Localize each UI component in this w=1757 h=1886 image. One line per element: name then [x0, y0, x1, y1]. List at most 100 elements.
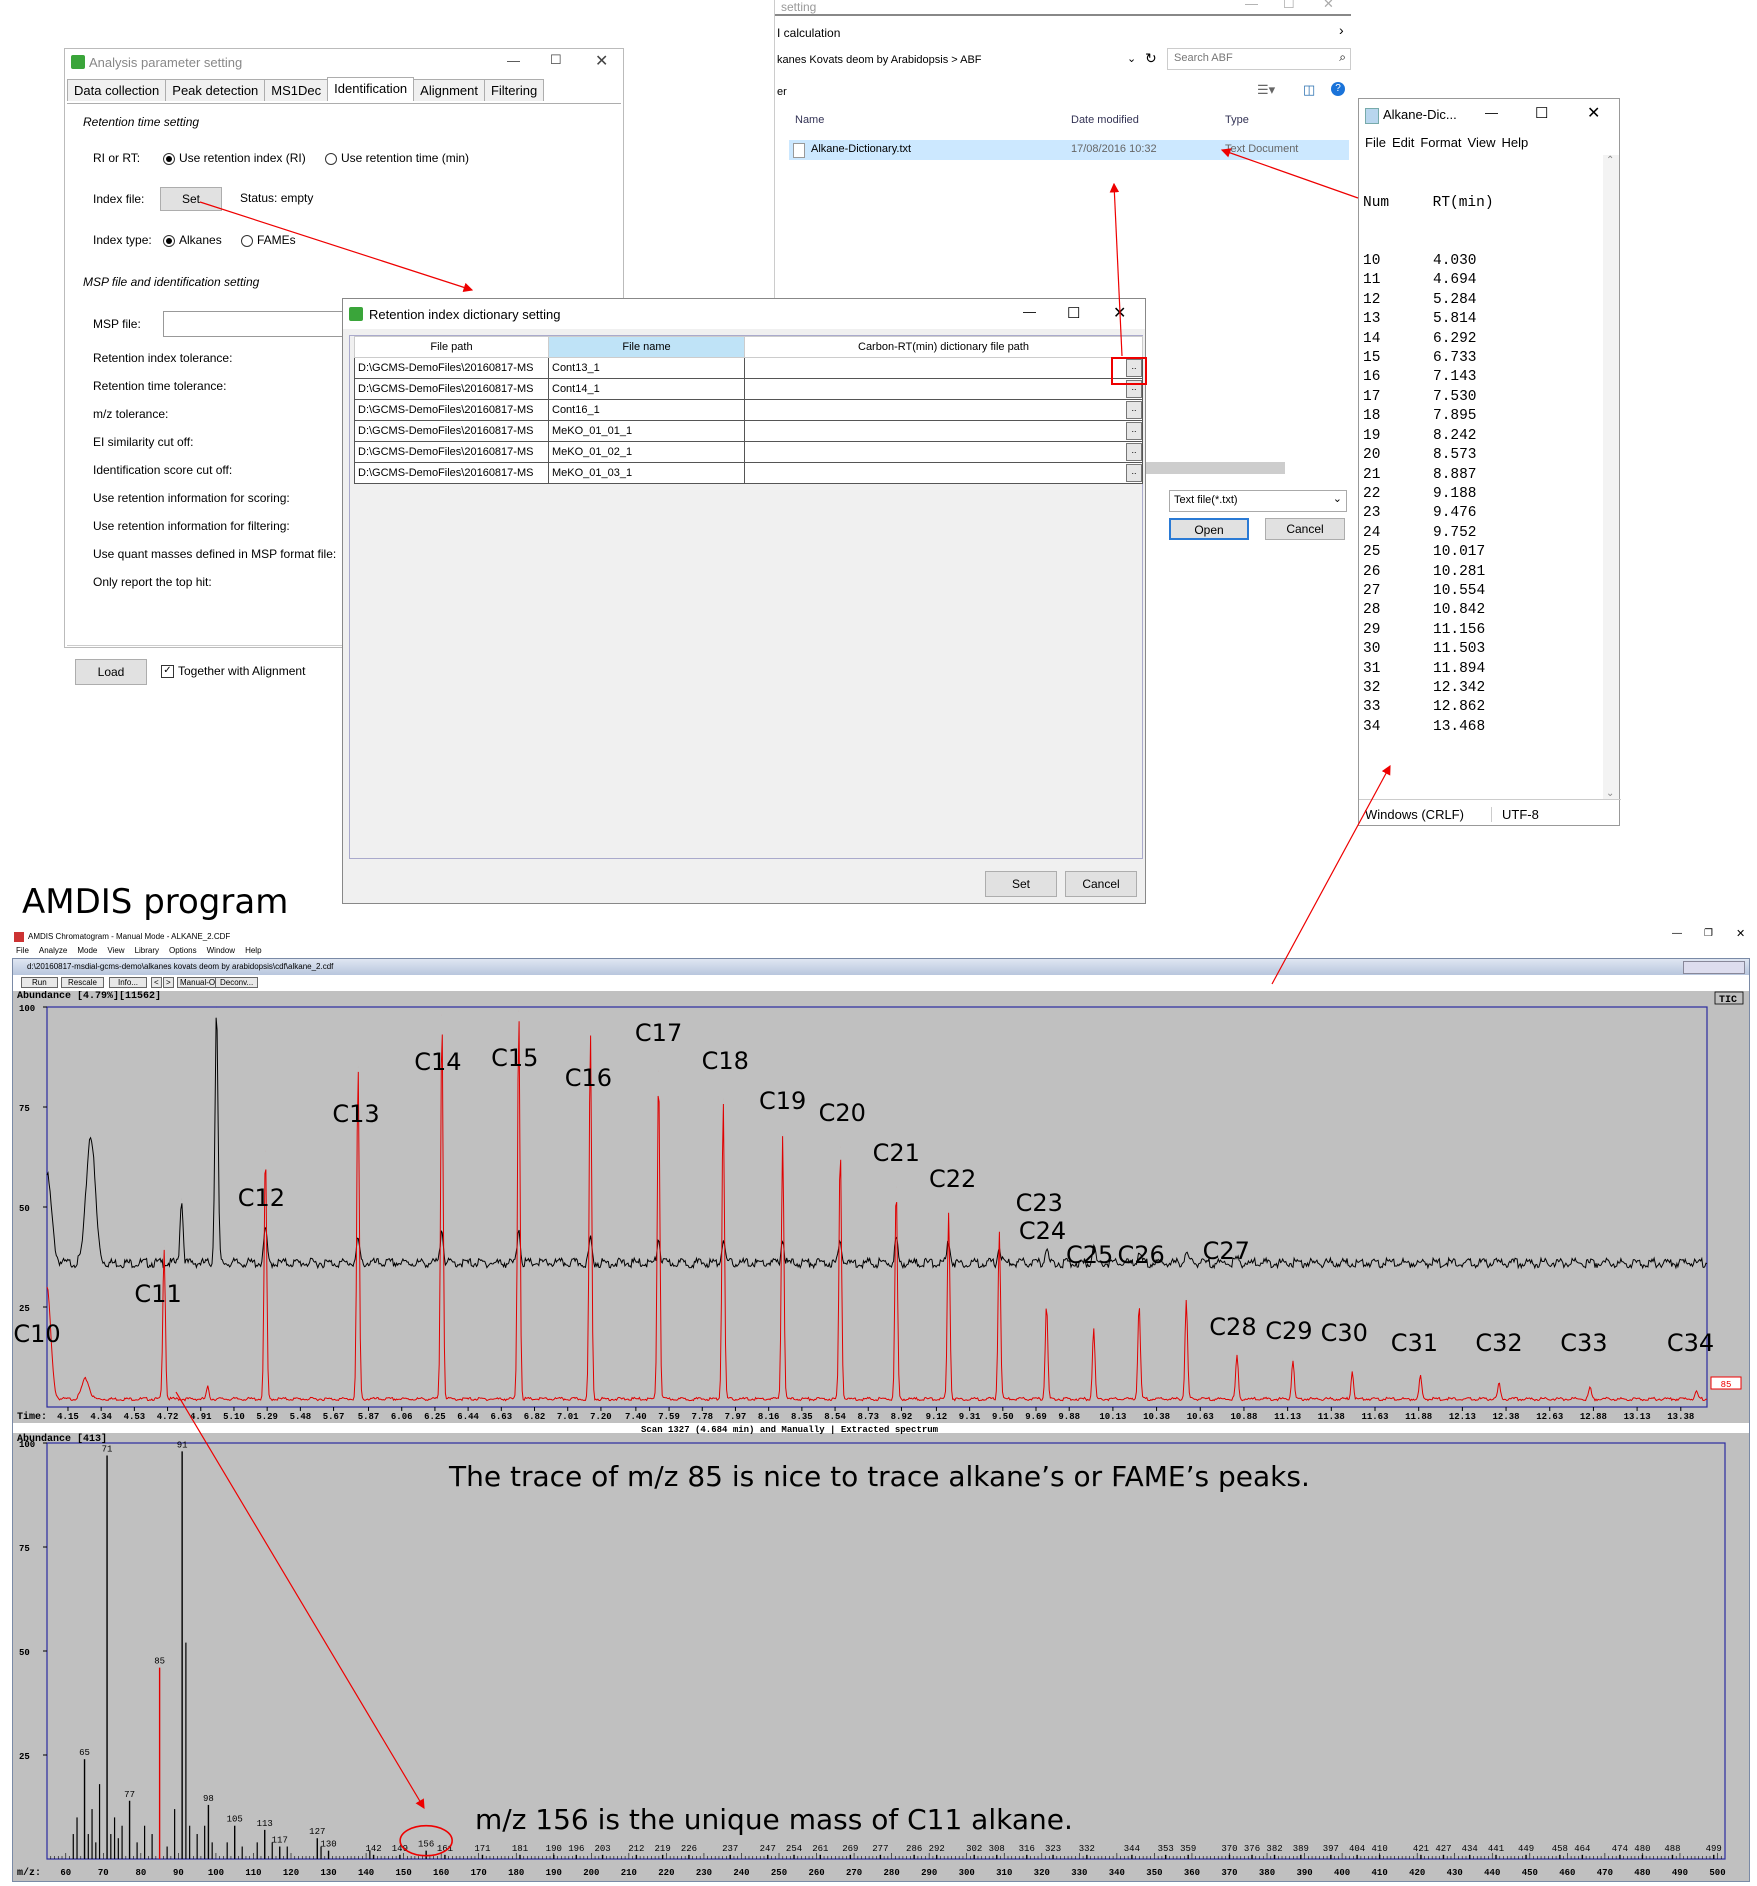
- horizontal-scrollbar[interactable]: [1145, 462, 1285, 474]
- menu-library[interactable]: Library: [134, 946, 160, 955]
- close-icon[interactable]: ✕: [1113, 305, 1127, 322]
- menu-edit[interactable]: Edit: [1391, 135, 1415, 150]
- prev-button[interactable]: <: [151, 977, 162, 988]
- alkanes-radio[interactable]: Alkanes: [163, 233, 222, 247]
- minimize-icon[interactable]: —: [1485, 105, 1498, 120]
- ri-row-path[interactable]: D:\GCMS-DemoFiles\20160817-MS: [354, 420, 549, 442]
- amdis-chart-area[interactable]: Abundance [4.79%][11562] TIC 100 75 50 25 Time…: [13, 991, 1749, 1881]
- minimize-icon[interactable]: —: [1023, 304, 1036, 319]
- help-icon[interactable]: ?: [1331, 82, 1345, 96]
- chevron-down-icon[interactable]: ⌄: [1127, 53, 1137, 65]
- ri-row-path[interactable]: D:\GCMS-DemoFiles\20160817-MS: [354, 441, 549, 463]
- maximize-icon[interactable]: ☐: [550, 52, 562, 67]
- menu-format[interactable]: Format: [1420, 135, 1462, 150]
- minimize-icon[interactable]: —: [507, 53, 520, 68]
- menu-file[interactable]: File: [16, 946, 29, 955]
- ri-row-dict-path[interactable]: ..: [744, 357, 1143, 379]
- col-file-name[interactable]: File name: [548, 336, 745, 358]
- ri-table-row[interactable]: D:\GCMS-DemoFiles\20160817-MS Cont16_1..: [354, 399, 1143, 421]
- ri-row-name[interactable]: Cont13_1: [548, 357, 745, 379]
- maximize-icon[interactable]: ☐: [1283, 0, 1295, 11]
- deconv-button[interactable]: Deconv...: [215, 977, 259, 988]
- preview-pane-icon[interactable]: ◫: [1303, 82, 1316, 97]
- use-ri-radio[interactable]: Use retention index (RI): [163, 151, 306, 165]
- menu-help[interactable]: Help: [1501, 135, 1529, 150]
- browse-button[interactable]: ..: [1126, 401, 1142, 419]
- ri-row-dict-path[interactable]: ..: [744, 378, 1143, 400]
- minimize-icon[interactable]: —: [1245, 0, 1258, 11]
- tab-ms1dec[interactable]: MS1Dec: [264, 79, 329, 101]
- refresh-icon[interactable]: ↻: [1145, 50, 1157, 66]
- menu-mode[interactable]: Mode: [77, 946, 98, 955]
- col-dict-path[interactable]: Carbon-RT(min) dictionary file path: [744, 336, 1143, 358]
- maximize-icon[interactable]: ☐: [1535, 105, 1549, 122]
- search-input[interactable]: Search ABF ⌕: [1167, 48, 1351, 70]
- browse-button[interactable]: ..: [1126, 443, 1142, 461]
- fames-radio[interactable]: FAMEs: [241, 233, 296, 247]
- ri-row-dict-path[interactable]: ..: [744, 441, 1143, 463]
- ri-set-button[interactable]: Set: [985, 871, 1057, 897]
- ri-row-name[interactable]: Cont16_1: [548, 399, 745, 421]
- ri-row-path[interactable]: D:\GCMS-DemoFiles\20160817-MS: [354, 399, 549, 421]
- ri-row-path[interactable]: D:\GCMS-DemoFiles\20160817-MS: [354, 378, 549, 400]
- browse-button[interactable]: ..: [1126, 359, 1142, 377]
- browse-button[interactable]: ..: [1126, 422, 1142, 440]
- tab-peak-detection[interactable]: Peak detection: [165, 79, 266, 101]
- breadcrumb[interactable]: kanes Kovats deom by Arabidopsis > ABF: [777, 54, 982, 66]
- restore-icon[interactable]: ❐: [1704, 928, 1713, 939]
- open-button[interactable]: Open: [1169, 518, 1249, 540]
- tab-filtering[interactable]: Filtering: [483, 79, 545, 101]
- col-file-path[interactable]: File path: [354, 336, 549, 358]
- ri-row-dict-path[interactable]: ..: [744, 462, 1143, 484]
- ri-table-row[interactable]: D:\GCMS-DemoFiles\20160817-MS MeKO_01_01_…: [354, 420, 1143, 442]
- ri-row-dict-path[interactable]: ..: [744, 399, 1143, 421]
- menu-file[interactable]: File: [1365, 135, 1386, 150]
- next-button[interactable]: >: [163, 977, 174, 988]
- menu-window[interactable]: Window: [206, 946, 236, 955]
- together-checkbox[interactable]: ✓ Together with Alignment: [161, 664, 305, 679]
- menu-help[interactable]: Help: [245, 946, 262, 955]
- ri-table-row[interactable]: D:\GCMS-DemoFiles\20160817-MS Cont14_1..: [354, 378, 1143, 400]
- minimize-icon[interactable]: —: [1672, 928, 1682, 939]
- close-icon[interactable]: ✕: [595, 53, 609, 70]
- tab-alignment[interactable]: Alignment: [413, 79, 485, 101]
- run-button[interactable]: Run: [21, 977, 58, 988]
- ri-row-name[interactable]: MeKO_01_03_1: [548, 462, 745, 484]
- ri-cancel-button[interactable]: Cancel: [1065, 871, 1137, 897]
- ri-row-name[interactable]: MeKO_01_01_1: [548, 420, 745, 442]
- col-name[interactable]: Name: [795, 114, 825, 126]
- col-type[interactable]: Type: [1225, 114, 1249, 126]
- tab-data-collection[interactable]: Data collection: [67, 79, 167, 101]
- rescale-button[interactable]: Rescale: [61, 977, 104, 988]
- info-button[interactable]: Info...: [109, 977, 148, 988]
- ri-row-dict-path[interactable]: ..: [744, 420, 1143, 442]
- menu-view[interactable]: View: [107, 946, 125, 955]
- index-set-button[interactable]: Set: [160, 187, 222, 211]
- filter-select[interactable]: Text file(*.txt) ⌄: [1169, 490, 1347, 512]
- ri-table-row[interactable]: D:\GCMS-DemoFiles\20160817-MS MeKO_01_03_…: [354, 462, 1143, 484]
- notepad-text-area[interactable]: Num RT(min) 10 4.030 11 4.694 12 5.284 13 5.814…: [1363, 155, 1599, 799]
- close-icon[interactable]: ✕: [1323, 0, 1334, 11]
- menu-view[interactable]: View: [1467, 135, 1496, 150]
- menu-options[interactable]: Options: [169, 946, 197, 955]
- doc-window-buttons[interactable]: [1683, 961, 1745, 974]
- browse-button[interactable]: ..: [1126, 464, 1142, 482]
- close-icon[interactable]: ✕: [1587, 105, 1601, 122]
- cancel-button[interactable]: Cancel: [1265, 518, 1345, 540]
- col-date[interactable]: Date modified: [1071, 114, 1139, 126]
- load-button[interactable]: Load: [75, 659, 147, 685]
- tab-identification[interactable]: Identification: [327, 77, 415, 101]
- ri-row-name[interactable]: MeKO_01_02_1: [548, 441, 745, 463]
- ri-row-name[interactable]: Cont14_1: [548, 378, 745, 400]
- vertical-scrollbar[interactable]: ⌃ ⌄: [1603, 155, 1619, 799]
- chevron-right-icon[interactable]: ›: [1339, 22, 1344, 38]
- ri-row-path[interactable]: D:\GCMS-DemoFiles\20160817-MS: [354, 357, 549, 379]
- ri-table-row[interactable]: D:\GCMS-DemoFiles\20160817-MS Cont13_1..: [354, 357, 1143, 379]
- ri-table-row[interactable]: D:\GCMS-DemoFiles\20160817-MS MeKO_01_02_…: [354, 441, 1143, 463]
- close-icon[interactable]: ✕: [1736, 928, 1746, 940]
- use-rt-radio[interactable]: Use retention time (min): [325, 151, 469, 165]
- maximize-icon[interactable]: ☐: [1067, 305, 1081, 322]
- ri-row-path[interactable]: D:\GCMS-DemoFiles\20160817-MS: [354, 462, 549, 484]
- view-options-icon[interactable]: ☰▾: [1257, 82, 1276, 97]
- menu-analyze[interactable]: Analyze: [38, 946, 68, 955]
